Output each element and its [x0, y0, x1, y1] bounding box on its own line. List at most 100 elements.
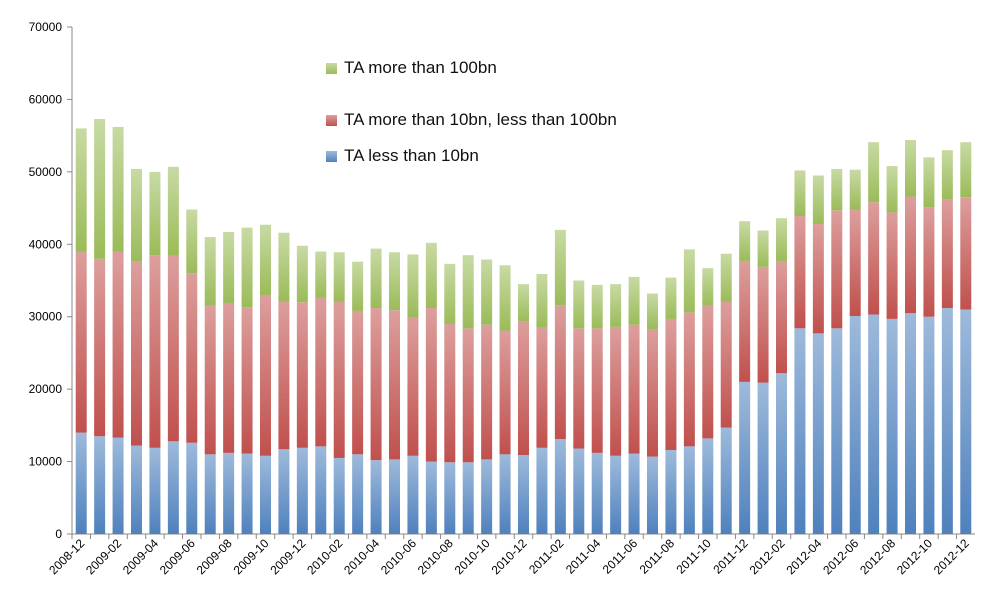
bar-segment [167, 255, 179, 442]
bar-segment [831, 328, 843, 534]
x-tick-label: 2010-12 [489, 536, 530, 577]
bar-segment [941, 199, 953, 309]
bar-segment [333, 252, 345, 302]
bar-segment [886, 166, 898, 213]
bar-segment [849, 315, 861, 534]
bar-segment [481, 259, 493, 325]
bar-segment [518, 455, 529, 534]
bar-segment [886, 212, 898, 319]
bar-segment [241, 227, 253, 308]
bar-segment [868, 142, 880, 203]
bar-segment [628, 276, 640, 325]
bar-segment [204, 454, 216, 534]
bar-segment [186, 209, 198, 274]
legend-item: TA more than 10bn, less than 100bn [322, 108, 622, 132]
bar-segment [536, 273, 548, 328]
bar-segment [444, 462, 456, 534]
bar-segment [112, 251, 124, 438]
bar-segment [683, 446, 695, 534]
bar-segment [739, 260, 751, 382]
bar-segment [960, 309, 972, 534]
bar-segment [94, 258, 106, 437]
x-tick-label: 2008-12 [46, 536, 87, 577]
x-tick-label: 2012-04 [783, 536, 824, 577]
bar-segment [905, 313, 916, 534]
bar-segment [610, 326, 622, 456]
x-tick-label: 2012-08 [857, 536, 898, 577]
bar-segment [481, 324, 493, 460]
bar-segment [628, 453, 640, 534]
legend-label: TA more than 10bn, less than 100bn [344, 110, 617, 129]
bar-segment [776, 218, 787, 261]
bar-segment [186, 442, 198, 534]
bar-segment [94, 118, 106, 259]
bar-segment [462, 255, 474, 329]
legend-swatch [326, 151, 337, 162]
bar-segment [776, 373, 787, 534]
bar-segment [352, 261, 364, 311]
bar-segment [407, 254, 419, 318]
bar-segment [868, 314, 880, 534]
bar-segment [278, 301, 290, 450]
bar-segment [849, 209, 861, 316]
bar-segment [665, 318, 677, 450]
x-tick-label: 2011-02 [526, 536, 567, 577]
bar-segment [960, 197, 972, 310]
bar-segment [131, 445, 142, 534]
bar-segment [370, 308, 382, 461]
bar-segment [296, 245, 308, 303]
x-tick-label: 2009-12 [267, 536, 308, 577]
bar-segment [296, 447, 308, 534]
y-tick-label: 10000 [29, 455, 63, 469]
bar-segment [683, 249, 695, 313]
bar-segment [794, 170, 806, 217]
bar-segment [554, 229, 566, 306]
x-tick-label: 2012-06 [820, 536, 861, 577]
bar-segment [223, 452, 235, 534]
x-tick-label: 2009-10 [231, 536, 272, 577]
bar-segment [167, 166, 179, 256]
bar-segment [167, 441, 179, 534]
legend: TA more than 100bn TA more than 10bn, les… [322, 56, 622, 168]
bar-segment [444, 323, 456, 463]
bar-segment [960, 142, 972, 198]
bar-segment [407, 455, 419, 534]
bar-segment [776, 260, 787, 374]
bar-segment [204, 237, 216, 306]
bar-segment [333, 457, 345, 534]
bar-segment [407, 317, 419, 456]
bar-segment [610, 284, 622, 327]
bar-segment [849, 169, 861, 210]
y-tick-label: 60000 [29, 92, 63, 106]
bar-segment [112, 437, 124, 534]
bar-segment [905, 196, 916, 314]
bar-segment [591, 328, 603, 453]
bar-segment [499, 330, 511, 455]
bar-segment [425, 242, 437, 309]
bar-segment [923, 207, 935, 317]
x-tick-label: 2011-10 [673, 536, 714, 577]
x-tick-label: 2012-12 [931, 536, 972, 577]
legend-label: TA less than 10bn [344, 146, 479, 165]
bar-segment [739, 221, 751, 261]
bar-segment [370, 248, 382, 309]
bar-segment [296, 302, 308, 448]
bar-segment [315, 297, 327, 447]
x-tick-label: 2011-12 [710, 536, 751, 577]
bar-segment [647, 329, 658, 457]
bar-segment [389, 310, 400, 460]
bar-segment [536, 447, 548, 534]
x-tick-label: 2011-04 [563, 536, 604, 577]
bar-segment [75, 432, 87, 534]
bar-segment [573, 280, 585, 329]
bar-segment [923, 157, 935, 208]
bar-segment [389, 459, 400, 534]
bar-segment [278, 232, 290, 302]
bar-segment [352, 310, 364, 455]
y-tick-label: 50000 [29, 165, 63, 179]
bar-segment [757, 266, 769, 383]
bar-segment [720, 427, 732, 534]
bar-segment [665, 449, 677, 534]
bar-segment [518, 284, 529, 322]
